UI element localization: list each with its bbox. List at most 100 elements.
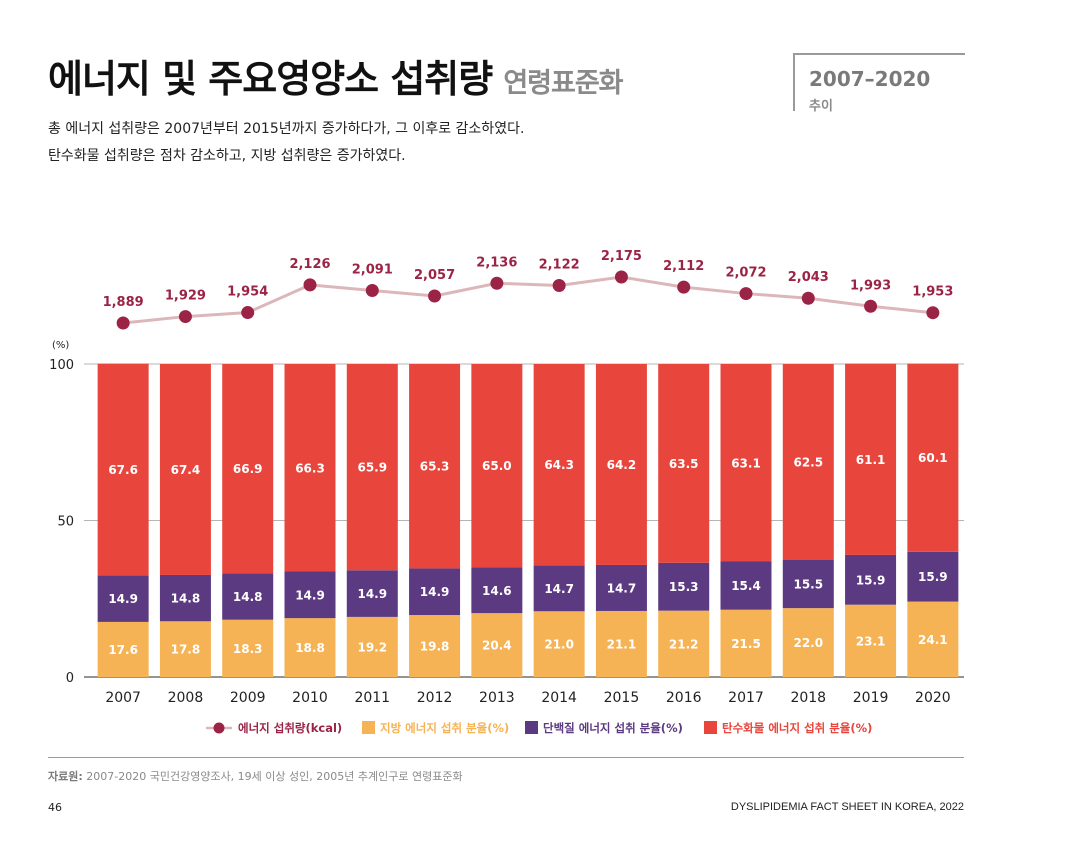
x-tick-2012: 2012 — [417, 690, 453, 706]
bar-2010-series-1 — [284, 571, 336, 619]
bar-label-2019-series-2: 61.1 — [856, 453, 886, 467]
bar-2014-series-0 — [533, 611, 585, 677]
footer-divider — [48, 757, 964, 758]
period-label: 추이 — [809, 99, 833, 114]
x-tick-2017: 2017 — [728, 690, 764, 706]
bar-2011-series-0 — [346, 616, 398, 677]
energy-point-2012 — [428, 289, 442, 303]
bar-2010-series-2 — [284, 364, 336, 572]
bar-2019-series-1 — [845, 554, 897, 605]
energy-line — [122, 275, 934, 325]
bar-label-2014-series-1: 14.7 — [544, 582, 574, 596]
bar-label-2009-series-1: 14.8 — [233, 590, 263, 604]
description-line-1: 총 에너지 섭취량은 2007년부터 2015년까지 증가하다가, 그 이후로 … — [48, 121, 525, 137]
bar-label-2014-series-2: 64.3 — [544, 458, 574, 472]
bar-2015-series-0 — [595, 610, 647, 677]
bar-2009-series-0 — [222, 619, 274, 677]
bar-2007-series-0 — [97, 621, 149, 677]
energy-label-2014: 2,122 — [539, 258, 580, 273]
x-tick-2014: 2014 — [541, 690, 577, 706]
source-text: 2007-2020 국민건강영양조사, 19세 이상 성인, 2005년 추계인… — [82, 770, 463, 783]
bar-2020-series-2 — [907, 363, 959, 552]
x-tick-2007: 2007 — [105, 690, 141, 706]
x-tick-2008: 2008 — [168, 690, 204, 706]
bar-label-2020-series-0: 24.1 — [918, 633, 948, 647]
bar-2012-series-0 — [409, 615, 461, 677]
legend-swatch-0 — [362, 721, 375, 734]
bar-label-2012-series-1: 14.9 — [420, 585, 450, 599]
bar-label-2011-series-1: 14.9 — [357, 587, 387, 601]
bar-2016-series-2 — [658, 364, 710, 563]
bar-label-2008-series-1: 14.8 — [171, 592, 201, 606]
energy-point-2013 — [490, 276, 504, 290]
bar-label-2014-series-0: 21.0 — [544, 638, 574, 652]
x-tick-2019: 2019 — [853, 690, 889, 706]
period-box: 2007–2020 추이 — [793, 53, 965, 114]
energy-label-2019: 1,993 — [850, 278, 891, 293]
bar-label-2011-series-0: 19.2 — [357, 640, 387, 654]
bar-2018-series-1 — [782, 559, 834, 609]
source-label: 자료원: — [48, 770, 83, 783]
bar-2014-series-2 — [533, 364, 585, 566]
bar-2016-series-1 — [658, 562, 710, 611]
energy-label-2010: 2,126 — [289, 257, 330, 272]
legend-label-0: 지방 에너지 섭취 분율(%) — [380, 721, 509, 735]
page-subtitle: 연령표준화 — [503, 68, 623, 99]
x-tick-2016: 2016 — [666, 690, 702, 706]
bar-2008-series-1 — [159, 574, 211, 622]
bar-label-2009-series-2: 66.9 — [233, 462, 263, 476]
bar-label-2008-series-2: 67.4 — [171, 463, 201, 477]
bar-label-2010-series-1: 14.9 — [295, 588, 325, 602]
bar-2010-series-0 — [284, 618, 336, 677]
bar-label-2011-series-2: 65.9 — [357, 461, 387, 475]
bar-2016-series-0 — [658, 610, 710, 677]
x-tick-2020: 2020 — [915, 690, 951, 706]
bar-label-2013-series-2: 65.0 — [482, 459, 512, 473]
bar-2018-series-0 — [782, 608, 834, 677]
bar-label-2013-series-1: 14.6 — [482, 584, 512, 598]
bar-label-2010-series-0: 18.8 — [295, 641, 325, 655]
bar-label-2016-series-0: 21.2 — [669, 637, 699, 651]
energy-label-2016: 2,112 — [663, 259, 704, 274]
bar-label-2007-series-1: 14.9 — [108, 592, 138, 606]
energy-point-2007 — [116, 316, 130, 330]
bar-2017-series-0 — [720, 609, 772, 677]
bar-label-2019-series-0: 23.1 — [856, 634, 886, 648]
description-line-2: 탄수화물 섭취량은 점차 감소하고, 지방 섭취량은 증가하였다. — [48, 148, 406, 164]
bar-label-2017-series-2: 63.1 — [731, 456, 761, 470]
bar-2018-series-2 — [782, 364, 834, 560]
energy-point-2009 — [241, 306, 255, 320]
bar-label-2012-series-0: 19.8 — [420, 640, 450, 654]
bar-2013-series-0 — [471, 613, 523, 677]
bar-2011-series-2 — [346, 364, 398, 571]
bar-label-2019-series-1: 15.9 — [856, 573, 886, 587]
bar-2007-series-1 — [97, 575, 149, 622]
y-unit-label: (%) — [52, 340, 69, 351]
bar-2015-series-2 — [595, 364, 647, 565]
bar-2013-series-2 — [471, 364, 523, 568]
bar-label-2020-series-2: 60.1 — [918, 451, 948, 465]
energy-point-2018 — [801, 291, 815, 305]
energy-label-2011: 2,091 — [352, 263, 393, 278]
energy-point-2008 — [178, 310, 192, 324]
bar-label-2018-series-1: 15.5 — [793, 577, 823, 591]
bar-label-2010-series-2: 66.3 — [295, 461, 325, 475]
bar-2014-series-1 — [533, 565, 585, 612]
energy-point-2015 — [614, 270, 628, 284]
bar-label-2013-series-0: 20.4 — [482, 639, 512, 653]
bar-2007-series-2 — [97, 363, 149, 576]
energy-label-2020: 1,953 — [912, 285, 953, 300]
energy-point-2019 — [864, 299, 878, 313]
bar-2019-series-0 — [845, 604, 897, 677]
energy-point-2011 — [365, 284, 379, 298]
x-tick-2011: 2011 — [354, 690, 390, 706]
bar-2017-series-1 — [720, 561, 772, 610]
bar-2019-series-2 — [845, 363, 897, 555]
bar-2015-series-1 — [595, 564, 647, 611]
bar-label-2012-series-2: 65.3 — [420, 460, 450, 474]
bar-2011-series-1 — [346, 570, 398, 617]
page-number: 46 — [48, 801, 62, 814]
bar-label-2018-series-2: 62.5 — [793, 455, 823, 469]
energy-point-2016 — [677, 280, 691, 294]
bar-label-2015-series-2: 64.2 — [607, 458, 637, 472]
